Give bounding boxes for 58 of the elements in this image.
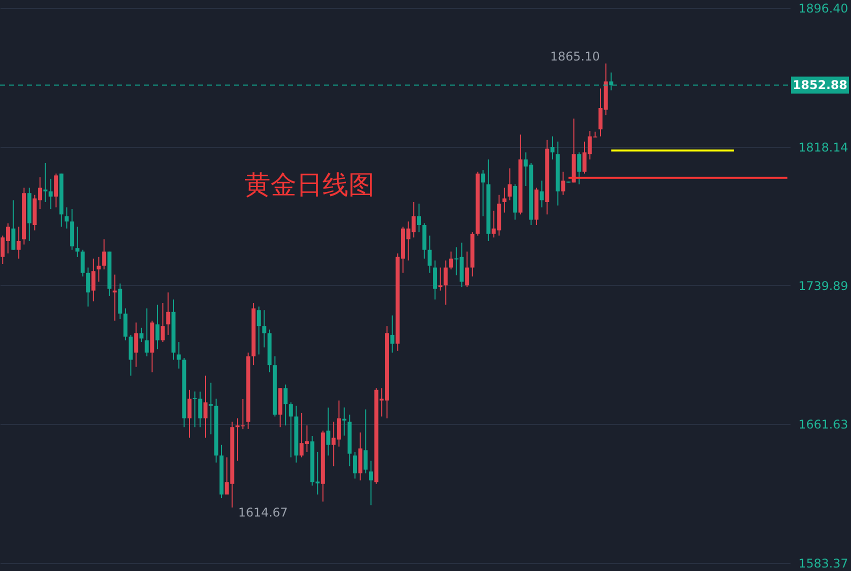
- candlestick: [561, 171, 566, 196]
- y-tick-label: 1739.89: [798, 278, 848, 293]
- candlestick: [166, 292, 170, 336]
- candlestick: [262, 310, 266, 348]
- candlestick: [417, 203, 422, 233]
- candlestick: [540, 180, 544, 208]
- candlestick: [364, 408, 368, 474]
- annotation: 黄金日线图: [244, 170, 375, 201]
- candlestick: [139, 327, 144, 343]
- candlestick: [80, 249, 85, 277]
- candlestick: [144, 308, 149, 357]
- candlestick: [198, 391, 202, 428]
- candlestick: [481, 170, 486, 217]
- candlestick: [16, 226, 21, 260]
- candlestick: [444, 260, 448, 306]
- annotation: 1865.10: [550, 49, 600, 64]
- candlestick: [64, 206, 69, 230]
- candlestick: [176, 342, 181, 370]
- candlestick: [208, 382, 213, 435]
- candlestick: [75, 226, 80, 258]
- candlestick: [256, 306, 261, 355]
- candlestick: [577, 152, 582, 185]
- candlestick: [48, 178, 53, 210]
- candlestick: [96, 256, 101, 282]
- candlestick: [433, 260, 438, 300]
- candlestick: [102, 238, 106, 270]
- candlestick: [54, 173, 58, 208]
- candlestick: [123, 308, 128, 341]
- candlestick: [43, 162, 48, 202]
- y-tick-label: 1583.37: [798, 556, 848, 570]
- candlestick: [204, 375, 208, 438]
- candlestick: [284, 384, 288, 426]
- y-tick-label: 1818.14: [798, 140, 848, 154]
- candlestick: [550, 136, 554, 160]
- candlestick: [352, 451, 357, 480]
- candlestick: [160, 302, 165, 343]
- candlestick: [326, 407, 330, 456]
- candlestick: [288, 402, 293, 458]
- candlestick: [428, 235, 432, 274]
- candlestick: [91, 258, 96, 302]
- candlestick: [390, 314, 394, 354]
- candlestick: [155, 304, 160, 350]
- candlestick: [11, 200, 16, 250]
- candlestick: [192, 391, 197, 428]
- candlestick: [128, 334, 133, 376]
- candlestick: [112, 274, 117, 322]
- y-tick-label: 1661.63: [798, 418, 848, 432]
- candlestick: [502, 187, 506, 214]
- candlestick: [368, 460, 373, 506]
- candlestick: [187, 389, 192, 438]
- y-tick-label: 1896.40: [798, 2, 848, 16]
- candlestick: [508, 168, 512, 201]
- candlestick: [86, 267, 90, 308]
- candlestick: [449, 251, 454, 270]
- candlestick: [465, 251, 470, 288]
- candlestick: [134, 322, 138, 368]
- ref-line-label: 1852.88: [792, 78, 848, 92]
- annotation: 1614.67: [238, 506, 288, 520]
